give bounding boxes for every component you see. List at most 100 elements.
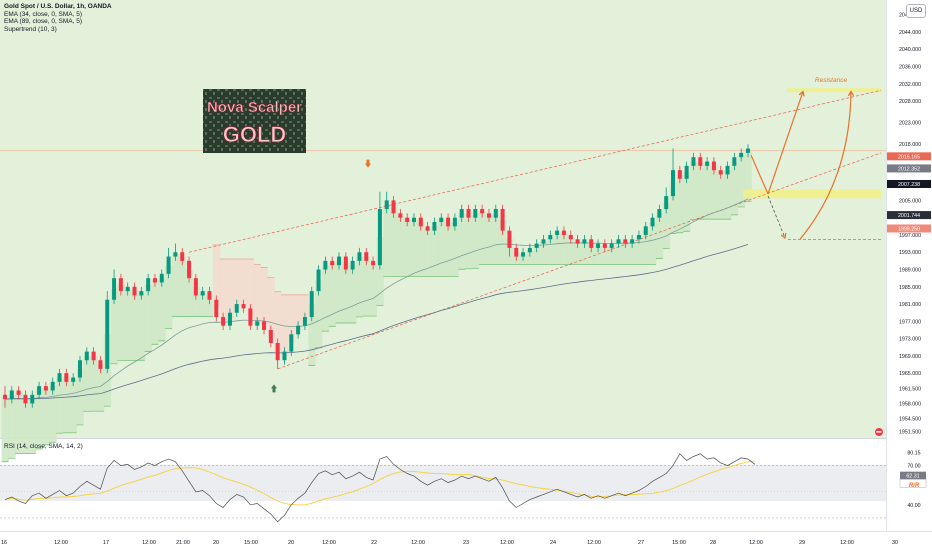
candle-body bbox=[377, 209, 382, 266]
supertrend-bull-segment bbox=[185, 269, 193, 317]
candle bbox=[187, 256, 192, 283]
supertrend-bull-segment bbox=[458, 213, 466, 270]
price-axis-label: 1958.000 bbox=[899, 401, 921, 407]
price-tag bbox=[887, 164, 931, 173]
candle bbox=[77, 355, 82, 382]
candle-body bbox=[616, 239, 621, 244]
rsi-legend[interactable]: RSI (14, close, SMA, 14, 2) bbox=[4, 443, 83, 450]
candle-body bbox=[596, 243, 601, 248]
time-axis-label: 27 bbox=[638, 540, 644, 546]
currency-button[interactable]: USD bbox=[906, 4, 926, 18]
supertrend-bull-segment bbox=[655, 213, 664, 259]
supertrend-bull-segment bbox=[199, 293, 207, 317]
supertrend-bull-segment bbox=[615, 241, 623, 265]
price-axis-label: 2018.000 bbox=[899, 142, 921, 148]
price-tag-label: 2007.238 bbox=[898, 182, 920, 188]
supertrend-bull-segment bbox=[642, 230, 650, 265]
candle bbox=[500, 204, 505, 235]
price-axis-label: 2044.000 bbox=[899, 30, 921, 36]
supertrend-bull-segment bbox=[567, 237, 575, 265]
candle-body bbox=[405, 217, 410, 222]
candle bbox=[132, 282, 137, 300]
candle bbox=[507, 226, 512, 257]
candle bbox=[425, 222, 430, 235]
candle-body bbox=[466, 209, 471, 218]
supertrend-bear-segment bbox=[212, 244, 221, 309]
supertrend-bear-segment bbox=[267, 277, 275, 337]
supertrend-bear-segment bbox=[301, 294, 309, 322]
candle-body bbox=[657, 209, 662, 218]
candle-body bbox=[650, 217, 655, 227]
supertrend-bull-segment bbox=[533, 245, 541, 265]
candle bbox=[521, 247, 526, 261]
supertrend-bull-segment bbox=[376, 237, 384, 306]
candle bbox=[623, 234, 628, 248]
supertrend-bull-segment bbox=[621, 241, 630, 265]
candle-body bbox=[357, 252, 362, 261]
rsi-layer bbox=[0, 453, 886, 523]
candle-body bbox=[718, 170, 723, 175]
price-axis-label: 1981.000 bbox=[899, 302, 921, 308]
candle bbox=[541, 234, 546, 248]
candle bbox=[527, 243, 532, 257]
supertrend-bear-segment bbox=[287, 294, 296, 343]
supertrend-bull-segment bbox=[594, 245, 602, 265]
supertrend-bull-segment bbox=[499, 219, 507, 265]
legend-symbol: Gold Spot / U.S. Dollar, 1h, OANDA bbox=[4, 3, 112, 10]
logo-title: Nova Scalper bbox=[207, 99, 302, 116]
candle-body bbox=[166, 256, 171, 274]
candle-body bbox=[555, 230, 560, 235]
supertrend-bull-segment bbox=[417, 222, 425, 277]
candle-body bbox=[425, 226, 430, 231]
supertrend-bull-segment bbox=[131, 291, 139, 361]
tradingview-logo-icon bbox=[875, 428, 883, 436]
supertrend-bull-segment bbox=[62, 377, 71, 433]
legend-supertrend[interactable]: Supertrend (10, 3) bbox=[4, 25, 57, 33]
channel-lines bbox=[188, 89, 882, 370]
candle bbox=[746, 144, 750, 158]
candle bbox=[589, 234, 594, 253]
candle-body bbox=[50, 381, 55, 391]
candle-body bbox=[3, 394, 7, 400]
supertrend-bear-line bbox=[212, 244, 309, 296]
candle bbox=[480, 204, 485, 218]
legend-ema-34[interactable]: EMA (34, close, 0, SMA, 5) bbox=[4, 10, 83, 18]
supertrend-bull-segment bbox=[478, 211, 487, 265]
price-axis-label: 1977.000 bbox=[899, 319, 921, 325]
candle bbox=[173, 243, 178, 261]
candle-body bbox=[698, 157, 703, 166]
candle bbox=[575, 234, 580, 248]
candle bbox=[636, 230, 641, 244]
supertrend-bull-segment bbox=[690, 161, 698, 220]
candle bbox=[459, 204, 464, 222]
candle-body bbox=[248, 308, 253, 326]
bearish-supertrend-fill bbox=[212, 244, 309, 356]
supertrend-bull-segment bbox=[465, 213, 473, 269]
supertrend-bull-segment bbox=[737, 155, 746, 207]
candle bbox=[561, 226, 566, 240]
price-tag-label: 2001.744 bbox=[898, 213, 920, 219]
supertrend-bull-segment bbox=[601, 245, 609, 265]
candle bbox=[50, 377, 55, 395]
candle-body bbox=[589, 239, 594, 248]
supertrend-bull-segment bbox=[83, 355, 91, 412]
legend-ema-89[interactable]: EMA (89, close, 0, SMA, 5) bbox=[4, 18, 83, 26]
candle bbox=[452, 213, 457, 231]
candle-body bbox=[602, 243, 607, 248]
candle-body bbox=[316, 269, 321, 292]
candle bbox=[152, 273, 157, 287]
candle-body bbox=[268, 330, 273, 343]
candle bbox=[84, 347, 89, 365]
candle-body bbox=[432, 222, 437, 231]
supertrend-bull-segment bbox=[15, 392, 23, 454]
supertrend-bull-segment bbox=[28, 399, 37, 454]
supertrend-bull-segment bbox=[321, 265, 330, 332]
candle-body bbox=[371, 260, 376, 266]
candle-body bbox=[282, 351, 287, 361]
candle bbox=[9, 386, 14, 404]
time-axis-label: 20 bbox=[288, 540, 294, 546]
price-tag bbox=[887, 211, 931, 220]
candle bbox=[602, 239, 607, 253]
